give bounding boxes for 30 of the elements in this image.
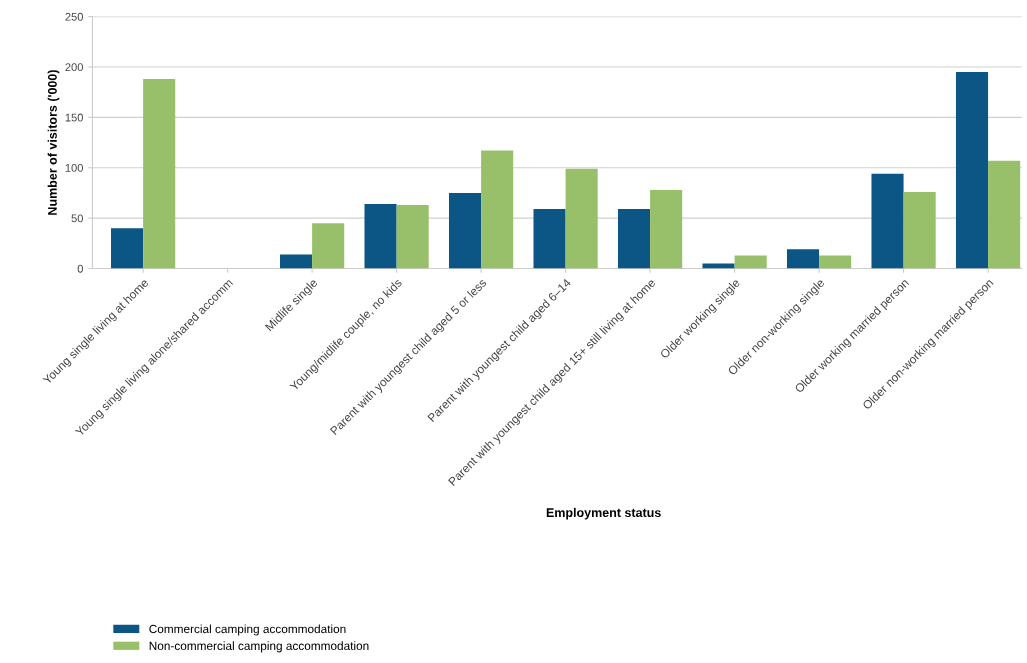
bar	[903, 191, 936, 269]
bar	[786, 249, 820, 269]
legend-label: Commercial camping accommodation	[149, 624, 346, 636]
bar	[819, 255, 852, 269]
y-tick-label: 200	[65, 63, 83, 72]
bar	[565, 168, 598, 269]
bar	[364, 204, 397, 269]
bar	[955, 72, 989, 269]
bar	[871, 173, 904, 269]
bar	[533, 209, 566, 269]
y-tick-label: 100	[65, 164, 83, 172]
bar	[449, 192, 482, 269]
bar	[988, 160, 1021, 269]
y-tick-label: 150	[65, 113, 83, 122]
bar	[280, 254, 313, 269]
y-tick-label: 0	[77, 264, 83, 273]
bar	[312, 223, 345, 269]
bar	[481, 150, 514, 269]
legend-label: Non-commercial camping accommodation	[149, 641, 369, 653]
bar	[111, 228, 144, 269]
bar	[702, 263, 735, 269]
y-tick-label: 250	[65, 12, 83, 21]
bar	[143, 79, 176, 269]
x-axis-title: Employment status	[546, 507, 661, 520]
y-tick-label: 50	[71, 214, 83, 223]
bar	[396, 205, 429, 269]
bar	[734, 255, 767, 269]
bar	[617, 209, 651, 269]
y-axis-title: Number of visitors ('000)	[47, 70, 60, 215]
bar	[650, 189, 683, 269]
